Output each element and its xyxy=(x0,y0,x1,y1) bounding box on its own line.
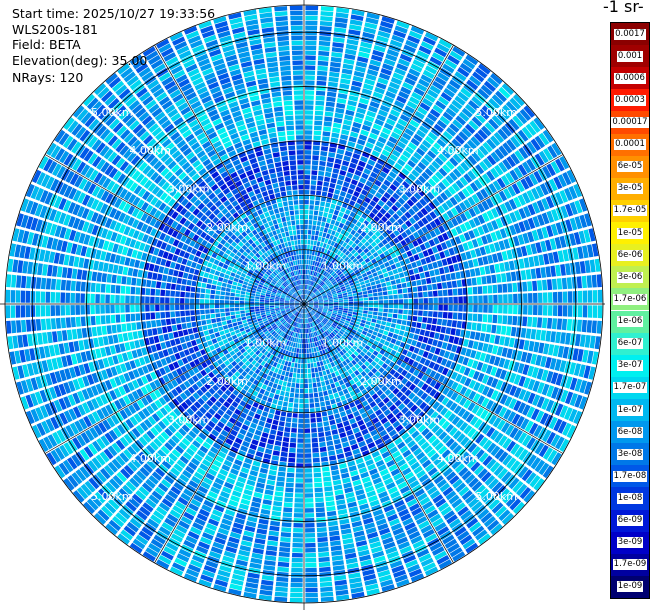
colorbar-cell: 1.7e-06 xyxy=(611,288,649,311)
range-ring-label: 3.00km xyxy=(399,413,441,426)
colorbar-tick-label: 6e-08 xyxy=(616,426,644,438)
azimuth-spoke xyxy=(303,303,564,454)
colorbar-tick-label: 0.0003 xyxy=(614,94,646,106)
colorbar-tick-label: 0.0001 xyxy=(614,139,646,151)
colorbar-tick-label: 1e-09 xyxy=(616,581,644,593)
colorbar-tick-label: 6e-05 xyxy=(616,161,644,173)
range-ring-label: 2.00km xyxy=(360,375,402,388)
colorbar-cell: 3e-07 xyxy=(611,354,649,377)
colorbar-tick-label: 1e-08 xyxy=(616,492,644,504)
colorbar-tick-label: 6e-06 xyxy=(616,249,644,261)
range-ring-label: 1.00km xyxy=(245,336,287,349)
range-ring-label: 3.00km xyxy=(168,413,210,426)
field-text: Field: BETA xyxy=(12,37,81,52)
range-ring-label: 4.00km xyxy=(129,452,171,465)
gate-cells xyxy=(143,140,468,468)
colorbar-tick-label: 0.0017 xyxy=(614,28,646,40)
colorbar-cell: 6e-06 xyxy=(611,244,649,267)
range-ring-label: 5.00km xyxy=(91,490,133,503)
colorbar-tick-label: 1.7e-06 xyxy=(612,293,648,305)
range-ring-label: 5.00km xyxy=(91,106,133,119)
colorbar-tick-label: 1.7e-09 xyxy=(612,559,648,571)
range-ring-label: 4.00km xyxy=(129,144,171,157)
azimuth-spoke xyxy=(303,303,454,564)
colorbar-cell: 6e-08 xyxy=(611,421,649,444)
colorbar-tick-label: 3e-06 xyxy=(616,271,644,283)
range-ring-label: 4.00km xyxy=(437,144,479,157)
colorbar-tick-label: 1.7e-07 xyxy=(612,382,648,394)
colorbar-tick-label: 3e-07 xyxy=(616,360,644,372)
colorbar: 0.0017 0.001 0.0006 0.0003 0.00017 0.0001 6e-0… xyxy=(610,22,650,599)
colorbar-cell: 3e-09 xyxy=(611,531,649,554)
colorbar-cell: 0.001 xyxy=(611,45,649,68)
colorbar-cell: 3e-08 xyxy=(611,443,649,466)
range-ring-label: 2.00km xyxy=(206,375,248,388)
nrays-text: NRays: 120 xyxy=(12,70,84,85)
colorbar-cell: 1e-06 xyxy=(611,310,649,333)
colorbar-cell: 1.7e-09 xyxy=(611,553,649,576)
azimuth-spoke xyxy=(44,303,305,454)
range-ring-label: 4.00km xyxy=(437,452,479,465)
range-ring-label: 2.00km xyxy=(206,221,248,234)
colorbar-cell: 0.00017 xyxy=(611,111,649,134)
start-time-text: Start time: 2025/10/27 19:33:56 xyxy=(12,6,216,21)
range-ring-label: 5.00km xyxy=(475,490,517,503)
colorbar-tick-label: 3e-05 xyxy=(616,183,644,195)
colorbar-cell: 6e-09 xyxy=(611,509,649,532)
colorbar-cell: 6e-05 xyxy=(611,155,649,178)
range-ring-label: 1.00km xyxy=(322,260,364,273)
colorbar-tick-label: 0.001 xyxy=(616,50,644,62)
colorbar-tick-label: 0.00017 xyxy=(611,117,649,128)
ppi-plot: 1.00km 1.00km 1.00km 1.00km 2.00km 2.00km 2.00… xyxy=(0,0,605,610)
azimuth-spoke xyxy=(303,154,564,305)
range-ring-label: 2.00km xyxy=(360,221,402,234)
colorbar-cell: 3e-05 xyxy=(611,177,649,200)
range-ring-labels: 1.00km 1.00km 1.00km 1.00km 2.00km 2.00km 2.00… xyxy=(91,106,517,503)
colorbar-cell: 6e-07 xyxy=(611,332,649,355)
azimuth-spoke xyxy=(154,44,305,305)
colorbar-tick-label: 1e-06 xyxy=(616,316,644,328)
colorbar-cell: 1.7e-05 xyxy=(611,199,649,223)
range-ring-label: 3.00km xyxy=(399,183,441,196)
colorbar-tick-label: 3e-09 xyxy=(616,537,644,549)
elevation-text: Elevation(deg): 35.00 xyxy=(12,53,148,68)
colorbar-cell: 0.0001 xyxy=(611,133,649,156)
colorbar-tick-label: 1e-05 xyxy=(616,227,644,239)
colorbar-unit-label: -1 sr- xyxy=(603,0,644,16)
colorbar-cell: 3e-06 xyxy=(611,266,649,289)
range-ring-grid xyxy=(0,0,605,610)
colorbar-cell: 1e-07 xyxy=(611,398,649,422)
azimuth-spoke xyxy=(303,44,454,305)
colorbar-tick-label: 3e-08 xyxy=(616,448,644,460)
colorbar-cell: 1.7e-08 xyxy=(611,465,649,488)
colorbar-tick-label: 1.7e-08 xyxy=(612,470,648,482)
colorbar-tick-label: 6e-09 xyxy=(616,515,644,527)
range-ring-label: 5.00km xyxy=(475,106,517,119)
colorbar-cell: 1.7e-07 xyxy=(611,376,649,399)
range-ring-label: 3.00km xyxy=(168,183,210,196)
colorbar-tick-label: 1e-07 xyxy=(616,404,644,416)
azimuth-spoke xyxy=(154,303,305,564)
colorbar-cell: 0.0003 xyxy=(611,89,649,112)
colorbar-tick-label: 1.7e-05 xyxy=(612,205,648,217)
colorbar-tick-label: 0.0006 xyxy=(614,72,646,84)
colorbar-cell: 1e-08 xyxy=(611,487,649,510)
colorbar-cell: 1e-09 xyxy=(611,575,649,598)
range-ring-label: 1.00km xyxy=(245,260,287,273)
instrument-text: WLS200s-181 xyxy=(12,22,98,37)
colorbar-cell: 0.0006 xyxy=(611,67,649,90)
colorbar-cell: 0.0017 xyxy=(611,23,649,46)
azimuth-spoke xyxy=(44,154,305,305)
colorbar-cell: 1e-05 xyxy=(611,222,649,245)
range-ring-label: 1.00km xyxy=(322,336,364,349)
colorbar-tick-label: 6e-07 xyxy=(616,338,644,350)
